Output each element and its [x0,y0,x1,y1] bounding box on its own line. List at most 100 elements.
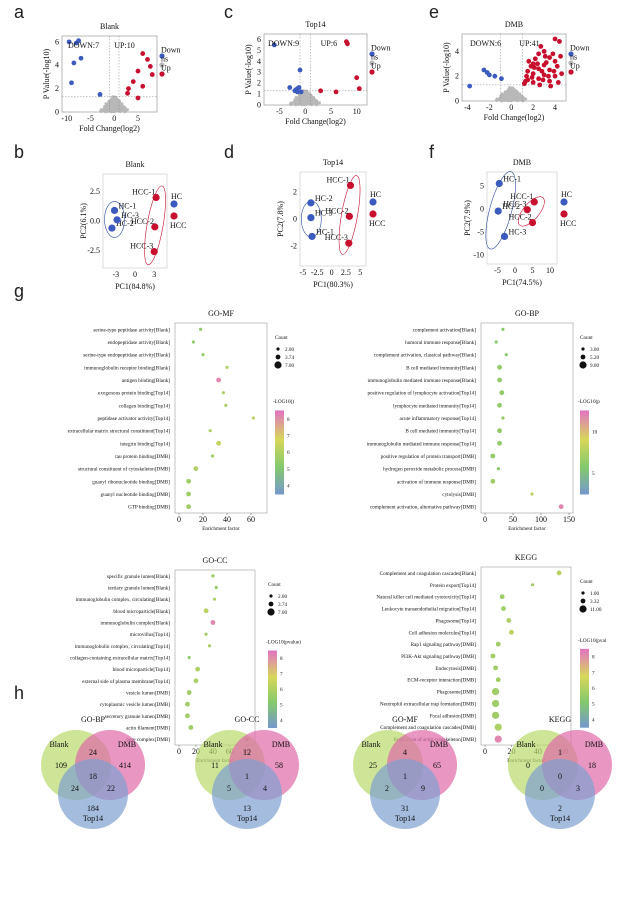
colorbar-segment [268,722,277,726]
ns-point [515,90,519,94]
term-bubble [501,416,505,420]
colorbar-segment [580,441,589,445]
volcano-plot-blank: Blank DOWN:7 UP:10 -10 -5 0 5 0 2 4 6 Fold Change(l… [42,22,181,133]
x-axis-label: Fold Change(log2) [79,124,140,133]
pca-title: Top14 [323,158,343,167]
y-tick-label: 0 [257,101,261,110]
term-label: serine-type endopeptidase activity[Blank… [83,353,170,359]
ns-point [315,99,319,103]
x-tick-label: 0 [483,747,487,756]
colorbar-segment [580,449,589,453]
hc-point [307,214,315,222]
term-label: positive regulation of protein transport… [381,453,477,460]
y-axis-label: P Value(-log10) [42,48,51,99]
colorbar-segment [268,717,277,721]
term-bubble [203,608,209,614]
hc-point [494,207,502,215]
hcc-point [345,239,353,247]
colorbar-segment [580,716,589,720]
legend-dot [170,200,178,208]
colorbar-segment [275,457,284,462]
bubble-title: GO-CC [203,556,228,565]
colorbar-segment [275,480,284,484]
y-axis-label: PC2(7.9%) [463,200,472,236]
y-tick-label: 1 [257,90,261,99]
venn-count: 13 [243,804,251,813]
down-point [298,89,304,95]
colorbar-segment [275,435,284,439]
legend-dot [560,210,568,218]
term-bubble [207,644,212,648]
term-label: immunoglobulin receptor binding[Blank] [84,365,170,371]
term-label: Complement and coagulation cascades[Blan… [380,571,477,577]
up-point [554,63,560,69]
term-label: specific granule lumen[Blank] [107,573,170,580]
term-bubble [188,725,194,730]
point-label: HC-2 [315,194,333,203]
colorbar-tick-label: 4 [287,484,290,490]
venn-title: GO-MF [392,715,418,724]
size-legend-label: 3.74 [278,602,287,608]
term-bubble [493,665,498,671]
point-label: HCC-3 [325,233,348,242]
term-label: blood microparticle[Top14] [113,667,171,673]
x-tick-label: 3 [152,270,156,279]
y-axis-label: P Value(-log10) [244,44,253,95]
x-tick-label: -5 [87,114,94,123]
hcc-ellipse [338,175,361,255]
up-point [536,51,542,57]
up-point [540,77,546,83]
colorbar-segment [580,421,589,425]
down-point [287,85,293,90]
up-count: UP:10 [114,41,134,50]
size-legend-dot [274,361,282,369]
size-legend-dot [275,354,281,360]
colorbar-segment [580,714,589,718]
term-bubble [211,454,215,458]
term-bubble [491,699,500,708]
term-bubble [185,713,190,719]
hcc-point [345,212,353,220]
venn-go-cc: GO-CC Blank DMB Top14 11 12 58 5 1 4 13 [195,715,299,829]
ns-point [296,97,300,101]
venn-kegg: KEGG Blank DMB Top14 0 1 18 0 0 3 2 [508,715,612,829]
colorbar-tick-label: 5 [592,471,595,477]
colorbar-segment [275,443,284,448]
legend-dot [159,53,165,59]
legend-label: HCC [560,219,576,228]
up-point [543,60,549,65]
size-legend-label: 2.00 [285,347,294,353]
ns-point [121,106,124,110]
up-point [354,75,360,81]
up-point [523,78,528,84]
point-label: HC-2 [502,202,520,211]
colorbar-segment [580,669,589,673]
colorbar-segment [580,690,589,694]
x-tick-label: 0 [483,515,487,524]
volcano-title: Top14 [305,20,325,29]
term-label: collagen-containing extracellular matrix… [70,656,170,662]
size-legend-dot [267,608,275,616]
colorbar-segment [580,463,589,467]
down-point [295,89,300,95]
venn-label: DMB [585,740,603,749]
term-bubble [497,377,502,383]
down-point [71,60,77,66]
colorbar-segment [580,427,589,431]
colorbar-tick-label: 7 [592,670,595,676]
colorbar-segment [268,665,277,669]
legend-label: Up [570,62,580,71]
term-bubble [187,655,191,660]
colorbar-segment [580,701,589,705]
term-label: ECM-receptor interaction[DMB] [407,678,476,684]
venn-label: Top14 [395,814,415,823]
colorbar-tick-label: 4 [280,718,283,724]
x-axis-label: PC1(84.8%) [115,282,155,291]
colorbar-segment [268,676,277,680]
x-tick-label: 0 [330,268,334,277]
up-point [535,61,540,67]
legend-label: Down [371,44,391,53]
term-bubble [216,440,222,446]
venn-count: 2 [558,804,562,813]
